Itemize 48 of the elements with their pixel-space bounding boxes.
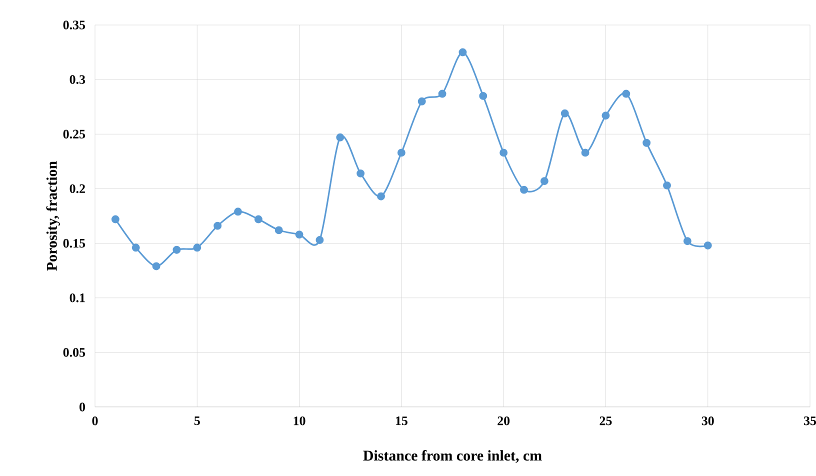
y-tick-label: 0.1 [70, 293, 85, 302]
x-tick-label: 10 [294, 416, 306, 426]
point [234, 208, 242, 216]
x-tick-label: 20 [498, 416, 510, 426]
y-tick-label: 0.05 [63, 348, 86, 357]
y-axis-title: Porosity, fraction [46, 161, 60, 271]
y-tick-label: 0.15 [63, 238, 86, 248]
x-tick-label: 30 [702, 416, 714, 426]
point [132, 244, 140, 252]
point [172, 246, 181, 254]
point [540, 177, 548, 186]
point [397, 148, 406, 157]
point [663, 181, 671, 190]
point [274, 226, 283, 234]
y-tick-label: 0.3 [70, 75, 86, 84]
point [295, 230, 304, 239]
point [193, 244, 202, 252]
x-tick-label: 25 [600, 416, 612, 426]
y-tick-label: 0 [80, 402, 86, 412]
x-axis-title: Distance from core inlet, cm [363, 450, 542, 463]
point [458, 48, 467, 56]
x-tick-label: 35 [804, 416, 816, 426]
point [560, 109, 569, 118]
point [254, 215, 262, 224]
y-tick-label: 0.35 [63, 20, 86, 30]
point [683, 237, 692, 246]
point [152, 262, 160, 270]
point [704, 241, 712, 250]
point [316, 236, 324, 244]
point [336, 133, 344, 142]
point [479, 92, 488, 100]
point [377, 192, 385, 200]
point [581, 148, 590, 157]
y-tick-label: 0.25 [63, 130, 86, 139]
x-tick-label: 15 [396, 416, 408, 426]
point [438, 90, 446, 98]
point [602, 112, 610, 120]
x-tick-label: 5 [194, 416, 200, 426]
point [111, 215, 120, 224]
point [356, 169, 365, 178]
point [520, 186, 528, 194]
y-tick-label: 0.2 [70, 184, 85, 194]
point [642, 138, 651, 147]
point [622, 90, 630, 98]
point [500, 148, 508, 157]
point [418, 97, 426, 106]
x-tick-label: 0 [92, 416, 98, 426]
point [214, 222, 222, 230]
